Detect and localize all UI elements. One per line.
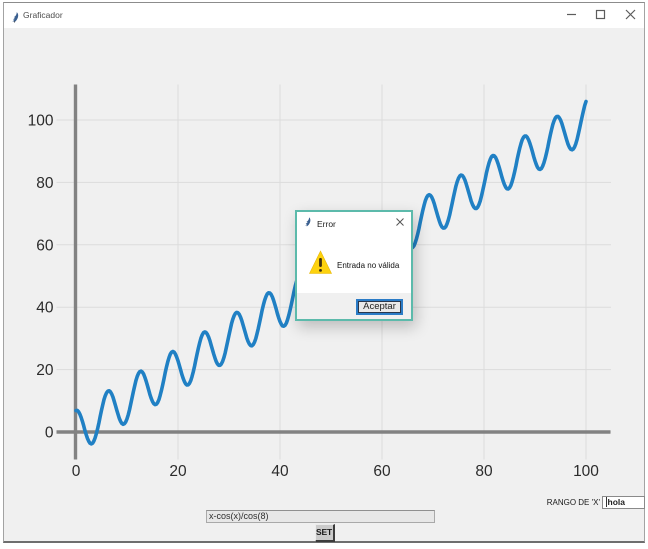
svg-text:100: 100 [573, 463, 599, 480]
svg-text:40: 40 [36, 300, 54, 317]
svg-text:60: 60 [36, 237, 54, 254]
svg-text:80: 80 [475, 463, 493, 480]
svg-text:0: 0 [45, 425, 54, 442]
svg-text:40: 40 [271, 463, 289, 480]
svg-text:60: 60 [373, 463, 391, 480]
svg-text:80: 80 [36, 175, 54, 192]
svg-text:0: 0 [72, 463, 81, 480]
svg-text:20: 20 [36, 362, 54, 379]
svg-text:100: 100 [28, 113, 54, 130]
svg-text:20: 20 [169, 463, 187, 480]
